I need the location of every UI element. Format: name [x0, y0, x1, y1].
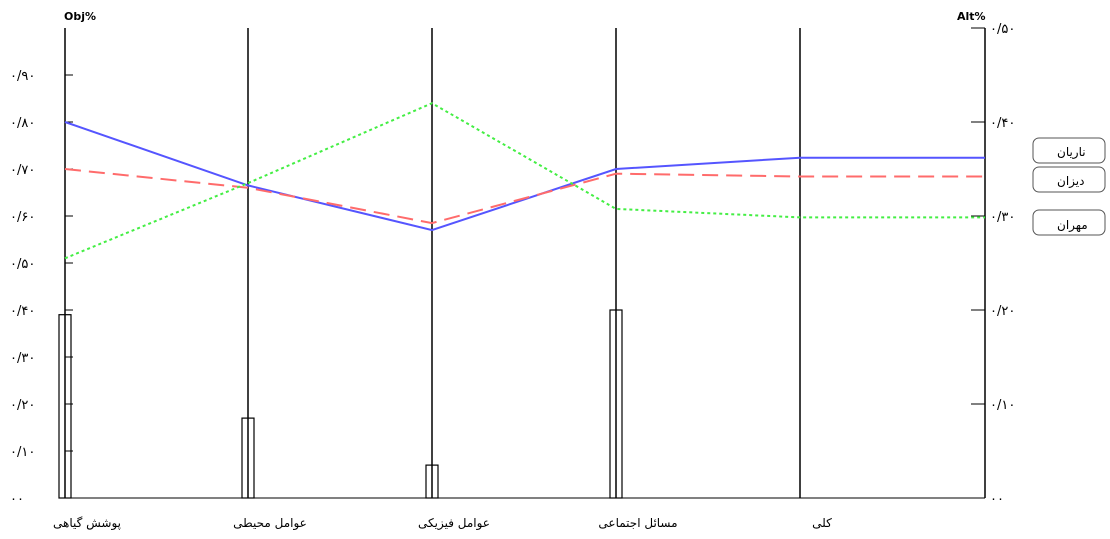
- legend-item-dizan[interactable]: دیزان: [1032, 166, 1106, 193]
- category-label: پوشش گیاهی: [53, 516, 121, 531]
- category-label: کلی: [812, 516, 832, 530]
- legend-label-dizan: دیزان: [1057, 174, 1084, 189]
- right-tick-label: ۰/۵۰: [990, 22, 1015, 37]
- left-axis-title: Obj%: [64, 10, 96, 23]
- left-tick-label: ۰/۹۰: [10, 69, 35, 84]
- left-tick-label: ۰/۴۰: [10, 304, 35, 319]
- left-tick-label: ۰/۳۰: [10, 351, 35, 366]
- legend-label-mehran: مهران: [1057, 218, 1088, 233]
- left-tick-label: ۰/۸۰: [10, 116, 35, 131]
- series-lines: [64, 102, 985, 260]
- category-axes: [247, 28, 801, 498]
- category-labels: پوشش گیاهی عوامل محیطی عوامل فیزیکی مسائل ا…: [53, 516, 832, 531]
- legend-box-narian: [1032, 137, 1106, 164]
- category-label: عوامل فیزیکی: [418, 516, 490, 531]
- legend-label-narian: ناریان: [1057, 145, 1086, 160]
- left-tick-label: ۰/۲۰: [10, 398, 35, 413]
- series-line-2: [64, 102, 985, 260]
- right-tick-label: ۰/۱۰: [990, 398, 1015, 413]
- legend-box-mehran: [1032, 209, 1106, 236]
- right-tick-label: ۰/۲۰: [990, 304, 1015, 319]
- category-label: عوامل محیطی: [233, 516, 307, 531]
- left-tick-label: ۰۰: [10, 492, 24, 507]
- legend-item-mehran[interactable]: مهران: [1032, 209, 1106, 236]
- category-label: مسائل اجتماعی: [598, 516, 677, 530]
- right-tick-label: ۰/۴۰: [990, 116, 1015, 131]
- right-axis-ticks: ۰/۵۰ ۰/۴۰ ۰/۳۰ ۰/۲۰ ۰/۱۰ ۰۰: [971, 22, 1015, 507]
- legend: ناریان دیزان مهران: [1032, 137, 1106, 236]
- series-line-1: [64, 168, 985, 225]
- left-axis-ticks: ۰/۹۰ ۰/۸۰ ۰/۷۰ ۰/۶۰ ۰/۵۰ ۰/۴۰ ۰/۳۰ ۰/۲۰ ۰/۱۰ ۰۰: [10, 69, 73, 507]
- legend-item-narian[interactable]: ناریان: [1032, 137, 1106, 164]
- series-line-0: [64, 121, 985, 232]
- left-tick-label: ۰/۵۰: [10, 257, 35, 272]
- left-tick-label: ۰/۱۰: [10, 445, 35, 460]
- right-tick-label: ۰/۳۰: [990, 210, 1015, 225]
- right-axis-title: Alt%: [957, 10, 986, 23]
- left-tick-label: ۰/۷۰: [10, 163, 35, 178]
- left-tick-label: ۰/۶۰: [10, 210, 35, 225]
- legend-box-dizan: [1032, 166, 1106, 193]
- right-tick-label: ۰۰: [990, 492, 1004, 507]
